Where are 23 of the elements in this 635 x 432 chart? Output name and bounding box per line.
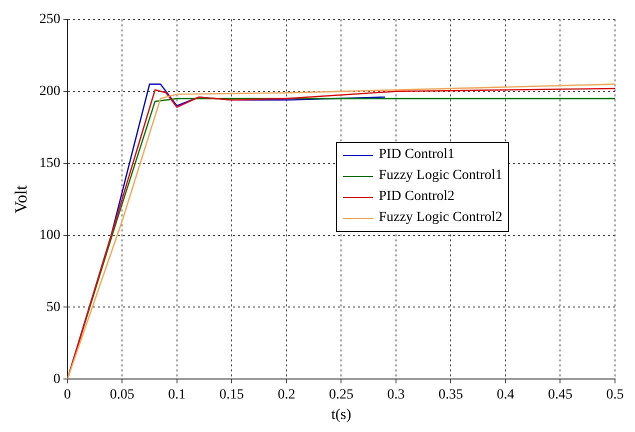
y-tick-label: 200 xyxy=(39,84,60,100)
y-axis-title: Volt xyxy=(12,185,31,214)
x-tick-label: 0.1 xyxy=(168,387,186,402)
y-tick-label: 150 xyxy=(39,156,60,171)
y-tick-label: 0 xyxy=(53,372,60,387)
legend-label: Fuzzy Logic Control2 xyxy=(378,210,502,226)
x-tick-label: 0.5 xyxy=(606,387,624,402)
y-tick-label: 50 xyxy=(46,300,60,315)
x-tick-label: 0.45 xyxy=(548,387,572,402)
x-tick-label: 0.4 xyxy=(496,387,514,402)
y-tick-label: 100 xyxy=(39,228,60,243)
x-tick-label: 0 xyxy=(64,387,71,402)
legend-label: PID Control2 xyxy=(378,189,455,206)
y-tick-label: 250 xyxy=(39,12,60,28)
x-tick-label: 0.35 xyxy=(438,387,463,402)
x-tick-label: 0.05 xyxy=(110,387,134,402)
legend-label: PID Control1 xyxy=(378,147,455,164)
x-tick-label: 0.25 xyxy=(328,387,354,402)
x-tick-label: 0.15 xyxy=(219,387,244,402)
x-axis-title: t(s) xyxy=(331,406,352,423)
x-tick-label: 0.2 xyxy=(278,387,296,402)
legend-label: Fuzzy Logic Control1 xyxy=(378,168,502,184)
x-tick-label: 0.3 xyxy=(387,387,405,402)
